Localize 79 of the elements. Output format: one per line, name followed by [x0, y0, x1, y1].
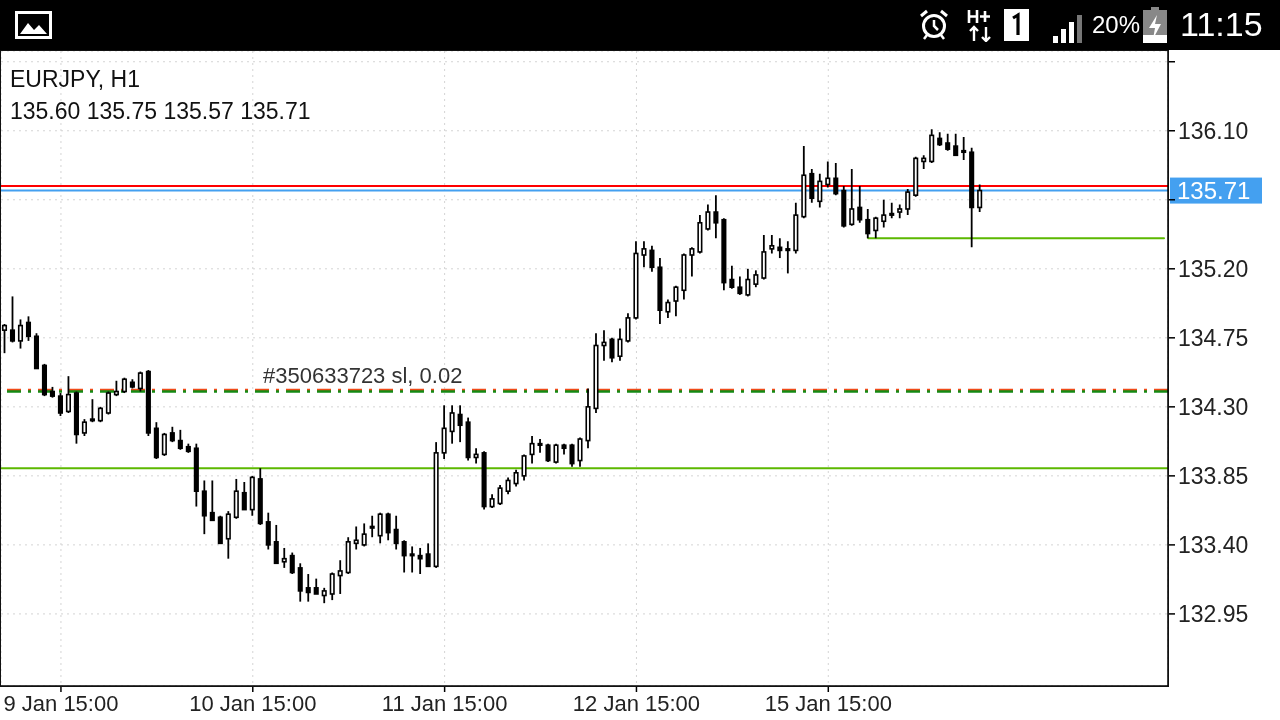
ref-line-label: #350633723 sl, 0.02 — [263, 362, 463, 388]
candlestick — [745, 267, 751, 298]
candlestick — [953, 132, 959, 157]
y-tick-label: 135.20 — [1178, 256, 1249, 283]
candlestick — [977, 183, 983, 213]
candlestick — [617, 327, 623, 362]
y-tick-label: 136.10 — [1178, 118, 1249, 145]
candlestick — [817, 172, 823, 209]
candlestick — [625, 312, 631, 344]
candlestick — [65, 375, 71, 414]
candlestick — [729, 264, 735, 290]
candlestick — [369, 514, 375, 539]
candlestick — [401, 539, 407, 574]
candlestick — [961, 135, 967, 161]
candlestick — [641, 240, 647, 269]
candlestick — [905, 188, 911, 217]
y-tick-label: 133.40 — [1178, 532, 1249, 559]
candlestick — [529, 435, 535, 465]
y-tick-label: 132.95 — [1178, 601, 1249, 628]
candlestick — [737, 275, 743, 296]
candlestick — [89, 398, 95, 424]
candlestick — [409, 545, 415, 574]
x-tick-label: 12 Jan 15:00 — [572, 691, 701, 716]
candlestick — [385, 511, 391, 542]
candlestick — [665, 298, 671, 319]
candlestick — [457, 404, 463, 444]
candlestick — [241, 481, 247, 511]
candlestick — [265, 511, 271, 551]
candlestick — [833, 162, 839, 197]
candlestick — [177, 428, 183, 451]
ref-line-label: 135.71 — [1177, 177, 1251, 205]
candlestick — [305, 573, 311, 603]
candlestick — [9, 295, 16, 344]
candlestick — [849, 168, 855, 227]
candlestick — [273, 524, 279, 565]
y-tick-label: 134.75 — [1178, 325, 1249, 352]
candlestick — [689, 246, 695, 278]
candlestick — [329, 571, 335, 602]
x-tick-label: 11 Jan 15:00 — [381, 691, 508, 716]
candlestick — [577, 436, 583, 468]
candlestick — [609, 336, 615, 364]
text: 11:15 — [1180, 4, 1263, 44]
candlestick — [209, 479, 215, 522]
candlestick — [825, 160, 831, 189]
y-tick-label: 133.85 — [1178, 463, 1249, 490]
candlestick — [777, 237, 783, 259]
candlestick — [297, 562, 303, 603]
candlestick — [673, 284, 679, 318]
candlestick — [417, 547, 423, 575]
candlestick — [769, 234, 775, 255]
candlestick — [521, 453, 527, 482]
candlestick — [337, 559, 343, 595]
candlestick — [17, 318, 24, 350]
x-tick-label: 9 Jan 15:00 — [3, 691, 119, 716]
candlestick — [785, 240, 791, 275]
candlestick — [289, 551, 295, 575]
candlestick — [857, 185, 863, 224]
x-tick-label: 15 Jan 15:00 — [764, 691, 892, 716]
candlestick — [57, 392, 63, 417]
candlestick — [705, 203, 711, 232]
candlestick — [601, 329, 607, 362]
text: 20% — [1092, 11, 1141, 39]
candlestick — [713, 194, 719, 240]
candlestick — [881, 198, 887, 229]
candlestick — [393, 514, 399, 551]
candlestick — [449, 404, 455, 445]
candlestick — [649, 244, 655, 273]
candlestick — [865, 208, 871, 240]
candlestick — [377, 511, 383, 545]
candlestick — [25, 315, 32, 342]
y-tick-label: 134.30 — [1178, 394, 1249, 421]
text: 135.60 135.75 135.57 135.71 — [10, 98, 311, 124]
x-tick-label: 10 Jan 15:00 — [189, 691, 317, 716]
candlestick — [497, 484, 503, 506]
candlestick — [353, 525, 359, 551]
candlestick — [425, 542, 431, 568]
candlestick — [281, 547, 287, 569]
text: EURJPY, H1 — [10, 66, 140, 92]
candlestick — [161, 432, 167, 457]
